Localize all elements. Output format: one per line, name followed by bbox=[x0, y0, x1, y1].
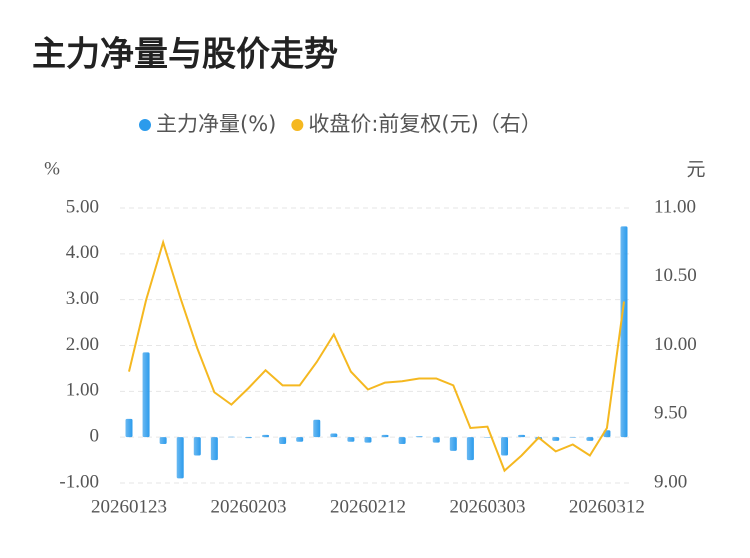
legend-marker bbox=[139, 119, 151, 131]
y-tick-label: 0 bbox=[90, 426, 100, 447]
bar bbox=[449, 437, 457, 451]
x-tick-label: 20260303 bbox=[449, 496, 525, 517]
y2-axis-label: 元 bbox=[686, 159, 705, 181]
y-tick-label: 2.00 bbox=[66, 334, 99, 355]
bar bbox=[210, 437, 218, 461]
chart-title: 主力净量与股价走势 bbox=[32, 35, 338, 75]
x-tick-label: 20260212 bbox=[330, 496, 406, 517]
legend-label: 主力净量(%) bbox=[156, 112, 276, 136]
bar bbox=[483, 437, 491, 438]
bar bbox=[142, 352, 150, 438]
bar bbox=[159, 437, 167, 445]
bar bbox=[279, 437, 287, 445]
y2-tick-label: 9.50 bbox=[654, 403, 687, 424]
y-tick-label: 5.00 bbox=[66, 196, 99, 217]
y2-tick-label: 11.00 bbox=[654, 196, 696, 217]
bar bbox=[586, 437, 594, 441]
x-tick-label: 20260203 bbox=[210, 496, 286, 517]
bar bbox=[193, 437, 201, 456]
bar bbox=[466, 437, 474, 461]
bar bbox=[262, 434, 270, 438]
bar bbox=[364, 437, 372, 443]
bar bbox=[552, 437, 560, 441]
legend-marker bbox=[291, 119, 304, 131]
bar bbox=[620, 226, 628, 438]
bar bbox=[313, 419, 321, 438]
y-tick-label: -1.00 bbox=[59, 471, 99, 492]
bar bbox=[125, 418, 133, 438]
bar bbox=[244, 437, 252, 439]
bar bbox=[398, 437, 406, 445]
x-tick-label: 20260123 bbox=[91, 496, 167, 517]
bar bbox=[330, 433, 338, 438]
y2-tick-label: 10.00 bbox=[654, 334, 697, 355]
x-tick-label: 20260312 bbox=[569, 496, 645, 517]
price-line bbox=[128, 238, 625, 473]
bar bbox=[415, 436, 423, 438]
bar bbox=[381, 434, 389, 438]
bar bbox=[296, 437, 304, 442]
y2-tick-label: 9.00 bbox=[654, 471, 687, 492]
y-tick-label: 3.00 bbox=[66, 288, 99, 309]
bar bbox=[432, 437, 440, 443]
y-tick-label: 1.00 bbox=[66, 380, 99, 401]
bar bbox=[347, 437, 355, 442]
y2-tick-label: 10.50 bbox=[654, 265, 697, 286]
bar bbox=[518, 434, 526, 438]
bar bbox=[501, 437, 509, 456]
bar bbox=[569, 437, 577, 438]
y-axis-label: % bbox=[44, 158, 60, 179]
legend-label: 收盘价:前复权(元)（右） bbox=[308, 112, 541, 136]
bar bbox=[176, 437, 184, 479]
bar bbox=[227, 436, 235, 438]
y-tick-label: 4.00 bbox=[66, 242, 99, 263]
